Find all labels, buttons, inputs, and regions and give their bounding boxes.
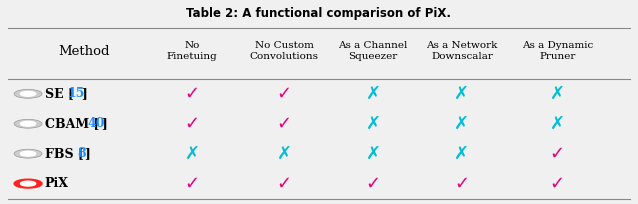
Text: ✓: ✓ <box>276 115 292 133</box>
Text: ✓: ✓ <box>550 145 565 163</box>
Text: As a Channel
Squeezer: As a Channel Squeezer <box>338 41 408 61</box>
Text: ✗: ✗ <box>366 145 380 163</box>
Text: ✓: ✓ <box>184 175 200 193</box>
Text: ]: ] <box>84 147 90 160</box>
Circle shape <box>14 179 42 188</box>
Text: ✗: ✗ <box>454 115 470 133</box>
Text: 40: 40 <box>87 117 105 130</box>
Circle shape <box>20 181 36 186</box>
Circle shape <box>20 91 36 96</box>
Text: ✓: ✓ <box>454 175 470 193</box>
Circle shape <box>14 89 42 98</box>
Text: 8: 8 <box>77 147 86 160</box>
Text: No Custom
Convolutions: No Custom Convolutions <box>249 41 318 61</box>
Text: ✓: ✓ <box>184 115 200 133</box>
Text: ]: ] <box>82 87 87 100</box>
Text: PiX: PiX <box>45 177 68 190</box>
Circle shape <box>14 119 42 128</box>
Circle shape <box>14 149 42 158</box>
Text: ✗: ✗ <box>550 85 565 103</box>
Text: Method: Method <box>58 45 110 58</box>
Text: ✓: ✓ <box>550 175 565 193</box>
Text: Table 2: A functional comparison of PiX.: Table 2: A functional comparison of PiX. <box>186 7 452 20</box>
Text: ✗: ✗ <box>366 115 380 133</box>
Text: ✓: ✓ <box>276 85 292 103</box>
Text: No
Finetuing: No Finetuing <box>167 41 218 61</box>
Text: ✓: ✓ <box>366 175 380 193</box>
Text: ✗: ✗ <box>454 145 470 163</box>
Text: ✗: ✗ <box>184 145 200 163</box>
Text: CBAM [: CBAM [ <box>45 117 99 130</box>
Text: ✓: ✓ <box>184 85 200 103</box>
Text: As a Network
Downscalar: As a Network Downscalar <box>426 41 498 61</box>
Text: ✗: ✗ <box>454 85 470 103</box>
Text: FBS [: FBS [ <box>45 147 84 160</box>
Text: ✗: ✗ <box>276 145 292 163</box>
Circle shape <box>20 121 36 126</box>
Text: As a Dynamic
Pruner: As a Dynamic Pruner <box>522 41 593 61</box>
Text: ✗: ✗ <box>550 115 565 133</box>
Text: ✓: ✓ <box>276 175 292 193</box>
Text: SE [: SE [ <box>45 87 73 100</box>
Text: ]: ] <box>101 117 107 130</box>
Circle shape <box>20 151 36 156</box>
Text: ✗: ✗ <box>366 85 380 103</box>
Text: 15: 15 <box>68 87 85 100</box>
